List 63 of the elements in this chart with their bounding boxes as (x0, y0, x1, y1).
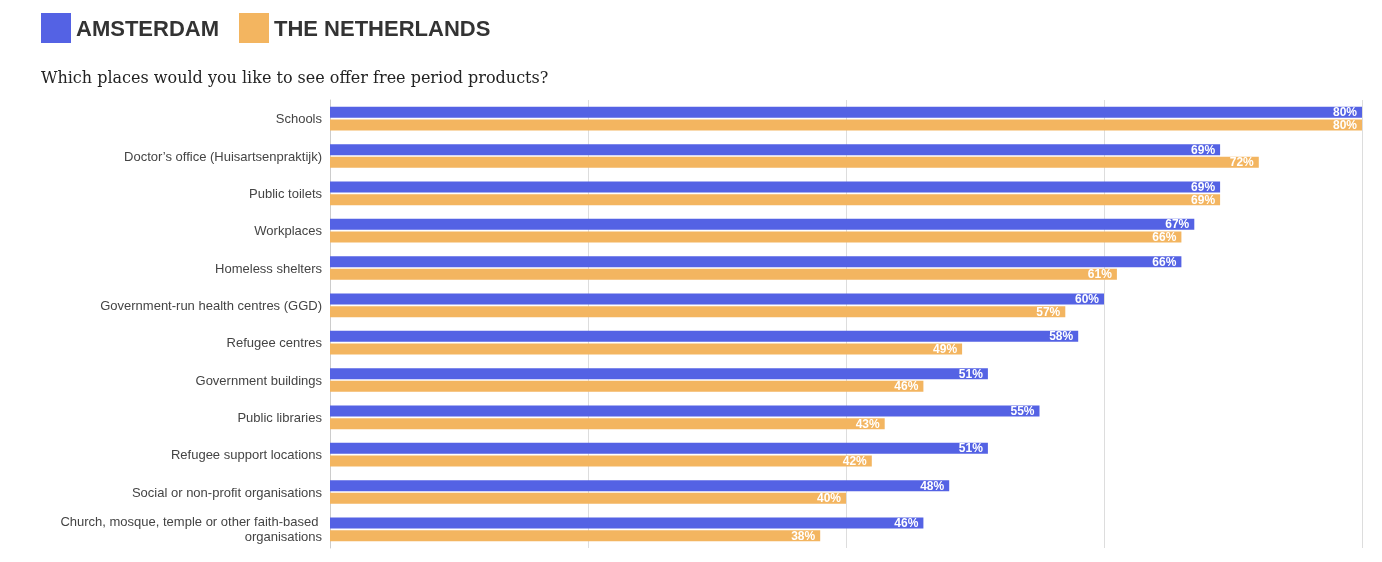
bar (330, 231, 1182, 243)
data-label: 69% (1191, 180, 1216, 195)
bar (330, 343, 963, 355)
bar (330, 368, 988, 380)
y-tick-label: Schools (275, 111, 323, 127)
bar (330, 418, 885, 430)
bar (330, 156, 1259, 168)
y-tick-label: Social or non-profit organisations (131, 484, 323, 500)
data-label: 66% (1152, 254, 1177, 269)
bar (330, 144, 1221, 156)
bar (330, 442, 988, 454)
data-label: 67% (1165, 217, 1190, 232)
bar (330, 380, 924, 392)
bar (330, 218, 1195, 230)
legend-label: THE NETHERLANDS (273, 15, 491, 41)
y-tick-label: Refugee centres (226, 335, 323, 351)
data-label: 38% (791, 528, 816, 543)
y-tick-label: Public toilets (249, 185, 323, 201)
bar (330, 530, 821, 542)
bar (330, 119, 1362, 131)
data-label: 69% (1191, 142, 1216, 157)
data-label: 80% (1332, 105, 1358, 120)
data-label: 60% (1074, 292, 1100, 307)
data-label: 57% (1036, 304, 1061, 319)
bar (330, 293, 1104, 305)
bar (330, 194, 1221, 206)
data-label: 42% (842, 453, 868, 468)
data-label: 43% (855, 416, 881, 431)
data-label: 80% (1332, 117, 1358, 132)
data-label: 46% (894, 516, 919, 531)
legend-label: AMSTERDAM (76, 15, 219, 41)
data-label: 55% (1010, 404, 1035, 419)
data-label: 51% (958, 441, 984, 456)
y-tick-label: Government-run health centres (GGD) (100, 297, 322, 313)
data-label: 40% (816, 491, 842, 506)
data-label: 51% (958, 366, 984, 381)
data-label: 69% (1191, 192, 1216, 207)
data-label: 61% (1087, 267, 1113, 282)
bar (330, 181, 1221, 193)
bar (330, 306, 1066, 318)
data-label: 58% (1049, 329, 1074, 344)
y-tick-label: Homeless shelters (215, 260, 323, 276)
data-label: 66% (1152, 229, 1177, 244)
bar (330, 480, 950, 492)
y-tick-label: Government buildings (195, 372, 323, 388)
bar (330, 517, 924, 529)
y-tick-label: Workplaces (254, 223, 323, 239)
bar (330, 106, 1362, 118)
bar (330, 455, 872, 467)
data-label: 72% (1229, 155, 1255, 170)
y-tick-label: Church, mosque, temple or other faith-based organisations (60, 514, 323, 545)
data-label: 49% (933, 341, 958, 356)
bar (330, 268, 1117, 280)
y-tick-label: Refugee support locations (170, 447, 323, 463)
data-label: 46% (894, 379, 919, 394)
y-tick-label: Doctor’s office (Huisartsenpraktijk) (124, 148, 322, 164)
chart-title: Which places would you like to see offer free period products? (41, 67, 549, 87)
bar (330, 492, 846, 504)
data-label: 48% (920, 478, 945, 493)
bar (330, 330, 1079, 342)
bar (330, 256, 1182, 268)
bar (330, 405, 1040, 417)
y-tick-label: Public libraries (237, 409, 323, 425)
